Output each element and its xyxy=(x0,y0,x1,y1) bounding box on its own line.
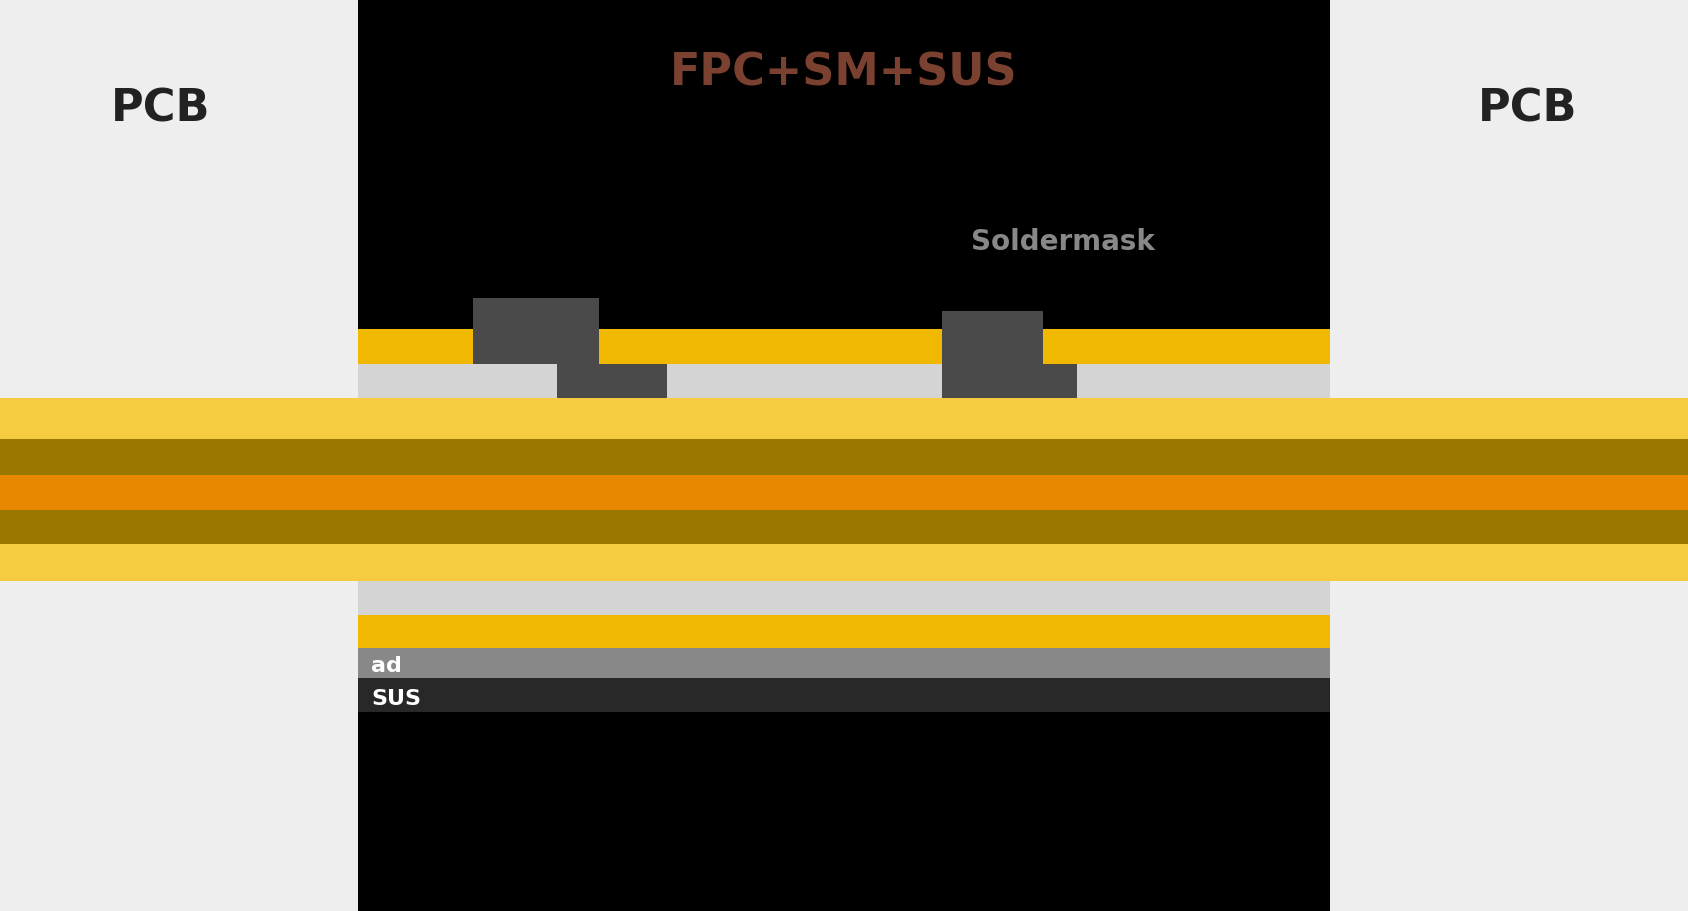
Text: FPC+SM+SUS: FPC+SM+SUS xyxy=(670,51,1018,95)
Bar xyxy=(942,364,1077,398)
Bar xyxy=(0,476,1688,510)
Bar xyxy=(942,312,1043,364)
Bar xyxy=(0,439,1688,476)
Bar xyxy=(358,581,1330,615)
Bar xyxy=(358,0,1330,911)
Text: PCB: PCB xyxy=(111,87,209,131)
Bar xyxy=(557,364,667,398)
Text: SUS: SUS xyxy=(371,688,422,708)
Bar xyxy=(358,679,1330,712)
Bar xyxy=(0,510,1688,545)
Bar xyxy=(0,545,1688,581)
Text: PCB: PCB xyxy=(1479,87,1577,131)
Bar xyxy=(473,299,599,364)
Bar xyxy=(0,398,1688,439)
Bar xyxy=(358,330,1330,364)
Text: Soldermask: Soldermask xyxy=(971,228,1155,255)
Bar xyxy=(358,649,1330,679)
Text: ad: ad xyxy=(371,655,402,675)
Bar xyxy=(358,615,1330,649)
Bar xyxy=(358,364,1330,398)
